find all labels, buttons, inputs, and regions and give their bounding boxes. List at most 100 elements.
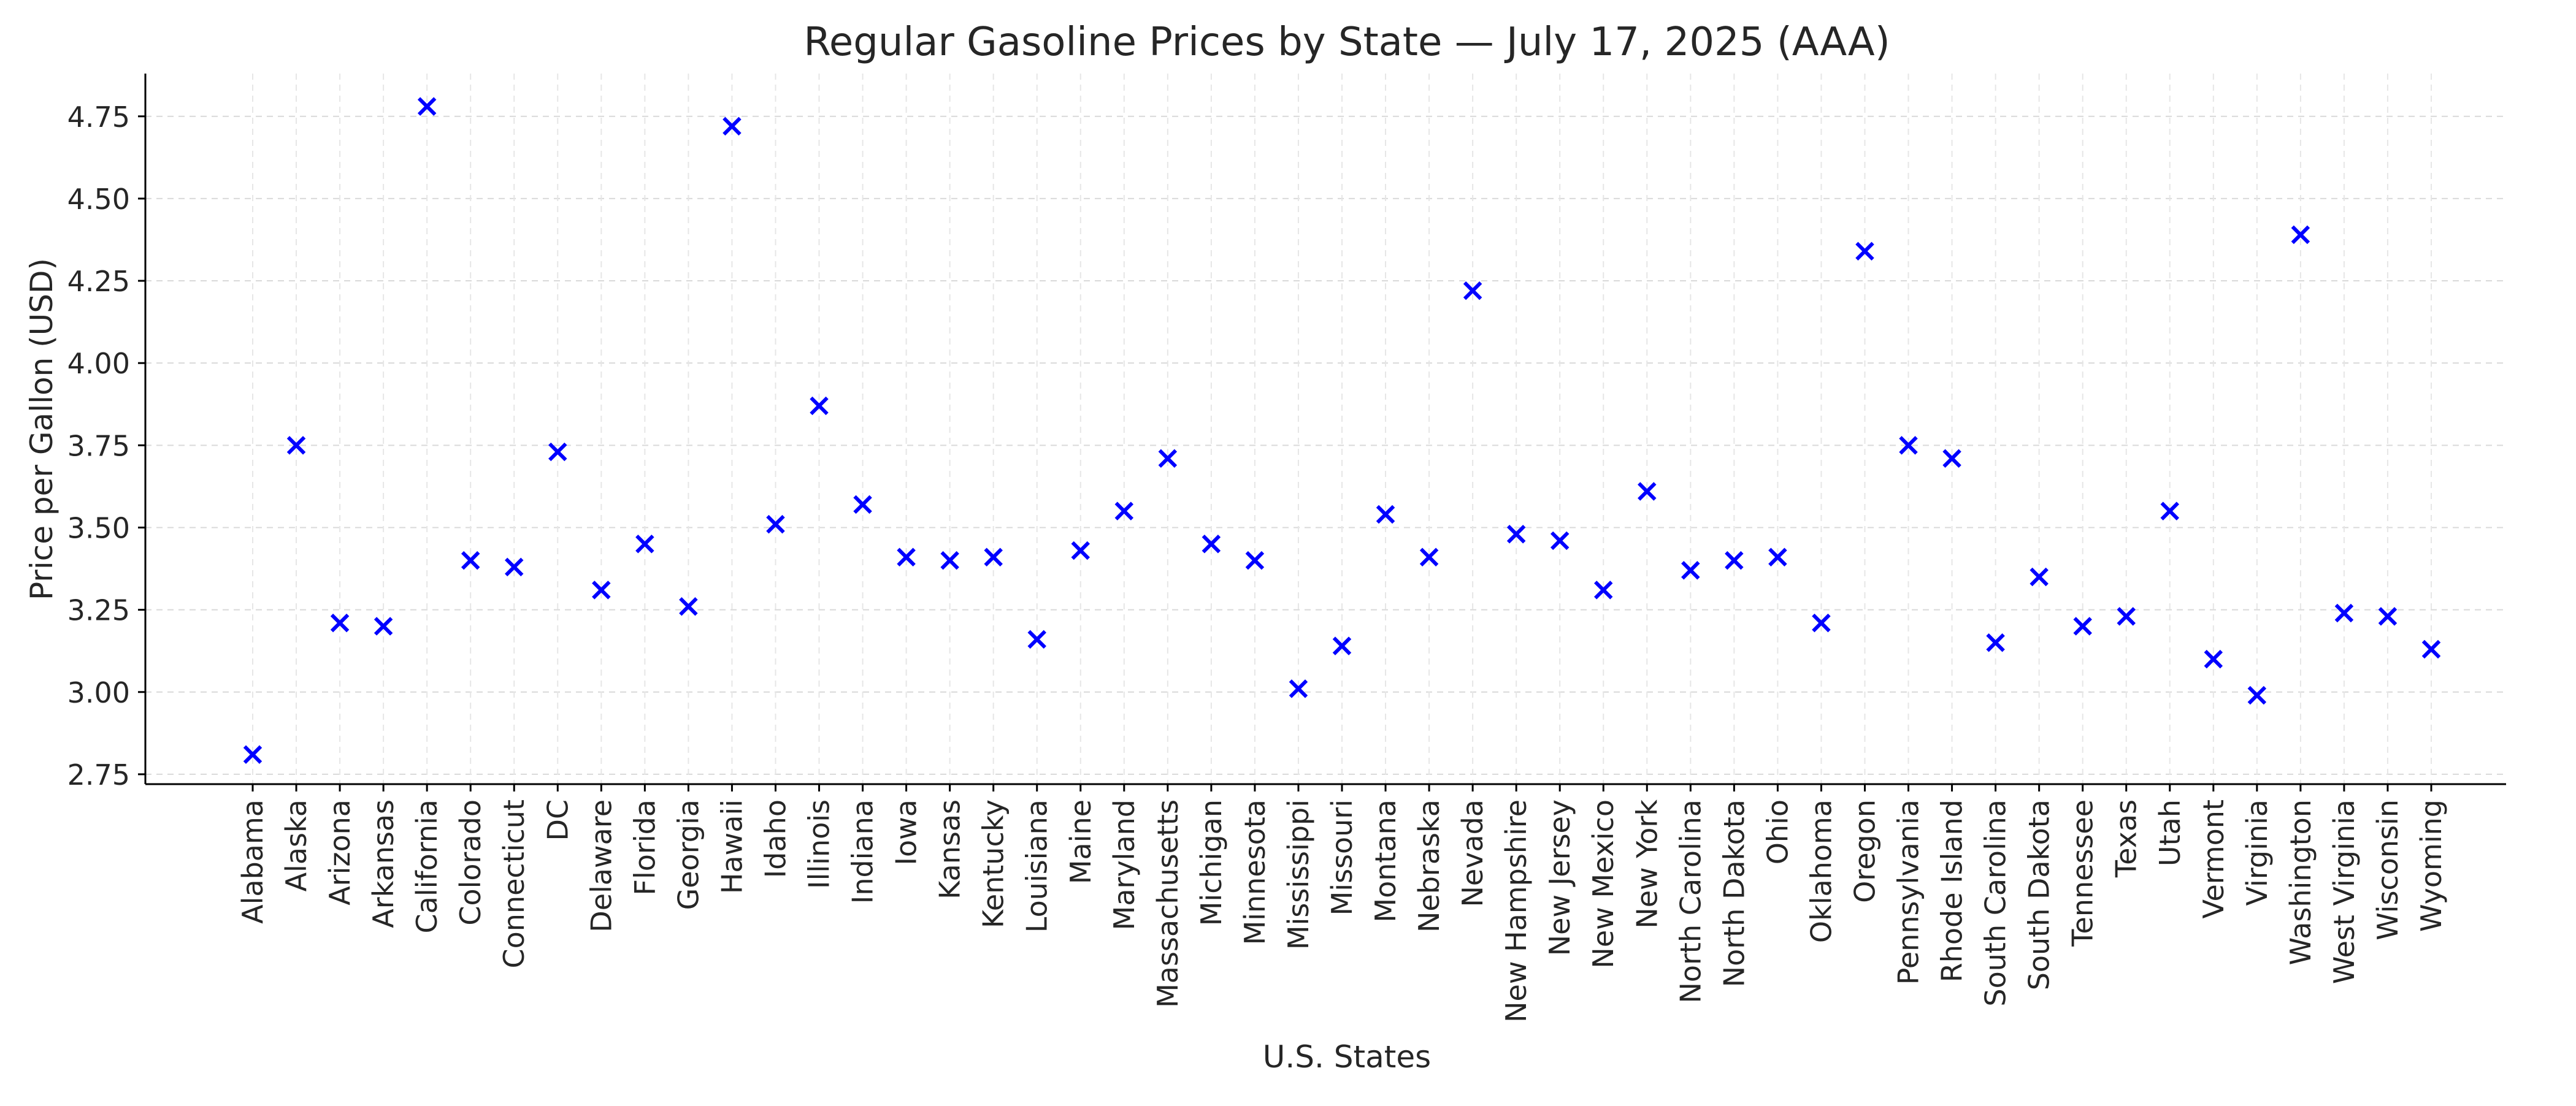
x-tick-label: Texas <box>2110 799 2143 878</box>
data-point <box>2117 607 2136 626</box>
data-point <box>2247 685 2267 705</box>
data-point <box>1463 281 1482 300</box>
x-tick-label: Delaware <box>585 799 618 932</box>
x-tick-label: Rhode Island <box>1936 799 1969 982</box>
data-point <box>766 514 785 534</box>
data-point <box>504 557 524 577</box>
data-point <box>1506 524 1526 544</box>
x-ticks: Alabama Alaska Arizona Arkansas California Co… <box>236 784 2448 1023</box>
data-point <box>635 535 654 554</box>
x-tick-label: Florida <box>628 799 661 895</box>
data-point <box>1638 482 1657 501</box>
x-tick-label: Arizona <box>323 799 356 906</box>
x-tick-label: Minnesota <box>1238 799 1271 945</box>
y-axis-label: Price per Gallon (USD) <box>24 258 59 600</box>
data-point <box>2073 617 2092 636</box>
y-tick-label: 3.50 <box>67 511 130 544</box>
data-point <box>723 116 742 136</box>
data-point <box>1768 547 1787 567</box>
data-point <box>1812 613 1831 633</box>
data-point <box>1725 551 1744 570</box>
x-tick-label: Oklahoma <box>1804 799 1838 943</box>
x-tick-label: DC <box>541 799 574 841</box>
x-tick-label: Alabama <box>236 799 269 924</box>
y-tick-label: 4.00 <box>67 347 130 380</box>
x-tick-label: Vermont <box>2197 799 2230 918</box>
data-point <box>2334 603 2354 623</box>
x-tick-label: Indiana <box>846 799 880 904</box>
x-tick-label: Connecticut <box>497 799 531 968</box>
data-point <box>1027 630 1046 649</box>
y-tick-label: 4.25 <box>67 265 130 298</box>
data-point <box>853 495 872 514</box>
data-point <box>1550 531 1570 551</box>
data-point <box>1986 633 2005 652</box>
y-tick-label: 3.75 <box>67 429 130 462</box>
x-tick-label: California <box>410 799 443 933</box>
x-tick-label: Washington <box>2284 799 2317 965</box>
x-tick-label: Colorado <box>454 799 487 926</box>
data-point <box>592 581 611 600</box>
x-tick-label: New Mexico <box>1587 799 1620 969</box>
x-tick-label: West Virginia <box>2328 799 2361 984</box>
x-tick-label: Pennsylvania <box>1892 799 1925 985</box>
y-tick-label: 4.75 <box>67 101 130 134</box>
y-ticks: 2.75 3.00 3.25 3.50 3.75 4.00 4.25 4.50 4.75 <box>67 101 145 791</box>
x-tick-label: Hawaii <box>715 799 748 894</box>
x-tick-label: Nebraska <box>1413 799 1446 932</box>
data-point <box>2421 639 2441 659</box>
x-tick-label: Maine <box>1064 799 1097 884</box>
x-tick-label: Kentucky <box>977 799 1010 928</box>
data-point <box>1114 502 1134 521</box>
x-tick-label: Iowa <box>890 799 923 866</box>
x-tick-label: Tennessee <box>2066 799 2099 947</box>
x-tick-label: New York <box>1630 799 1663 929</box>
x-tick-label: Wyoming <box>2415 799 2448 932</box>
x-tick-label: Kansas <box>933 799 967 899</box>
data-point <box>1899 436 1918 455</box>
x-tick-label: South Dakota <box>2023 799 2056 990</box>
x-tick-label: Georgia <box>672 799 705 910</box>
data-point <box>2160 502 2180 521</box>
data-point <box>2291 225 2310 245</box>
data-point <box>1202 535 1221 554</box>
x-axis-label: U.S. States <box>1263 1039 1431 1075</box>
data-point <box>984 547 1003 567</box>
data-point <box>1332 636 1352 655</box>
data-point <box>810 396 829 416</box>
grid-layer <box>145 74 2506 784</box>
x-tick-label: South Carolina <box>1979 799 2012 1007</box>
chart-title: Regular Gasoline Prices by State — July … <box>803 20 1890 65</box>
data-point <box>2030 567 2049 587</box>
data-point <box>1071 541 1091 560</box>
x-tick-label: Alaska <box>280 799 313 891</box>
data-point <box>2378 607 2398 626</box>
x-tick-label: Missouri <box>1325 799 1359 915</box>
data-point <box>1158 449 1178 468</box>
data-point <box>940 551 959 570</box>
x-tick-label: Maryland <box>1108 799 1141 930</box>
x-tick-label: Idaho <box>759 799 792 878</box>
axis-layer <box>144 74 2506 785</box>
y-tick-label: 4.50 <box>67 183 130 216</box>
x-tick-label: Arkansas <box>367 799 400 928</box>
x-tick-label: Illinois <box>803 799 836 889</box>
data-point <box>1376 505 1395 524</box>
data-point <box>286 436 306 455</box>
y-tick-label: 2.75 <box>67 758 130 791</box>
x-tick-label: North Dakota <box>1717 799 1750 987</box>
x-tick-label: Ohio <box>1761 799 1794 864</box>
x-tick-label: Montana <box>1369 799 1402 923</box>
x-tick-label: Mississippi <box>1282 799 1315 950</box>
data-point <box>1855 242 1874 261</box>
data-point <box>461 551 480 570</box>
data-point <box>679 597 698 616</box>
data-point <box>330 613 350 633</box>
x-tick-label: New Hampshire <box>1500 799 1533 1023</box>
data-point <box>1681 560 1700 580</box>
data-point <box>1419 547 1439 567</box>
data-point <box>243 745 263 764</box>
data-point <box>897 547 916 567</box>
